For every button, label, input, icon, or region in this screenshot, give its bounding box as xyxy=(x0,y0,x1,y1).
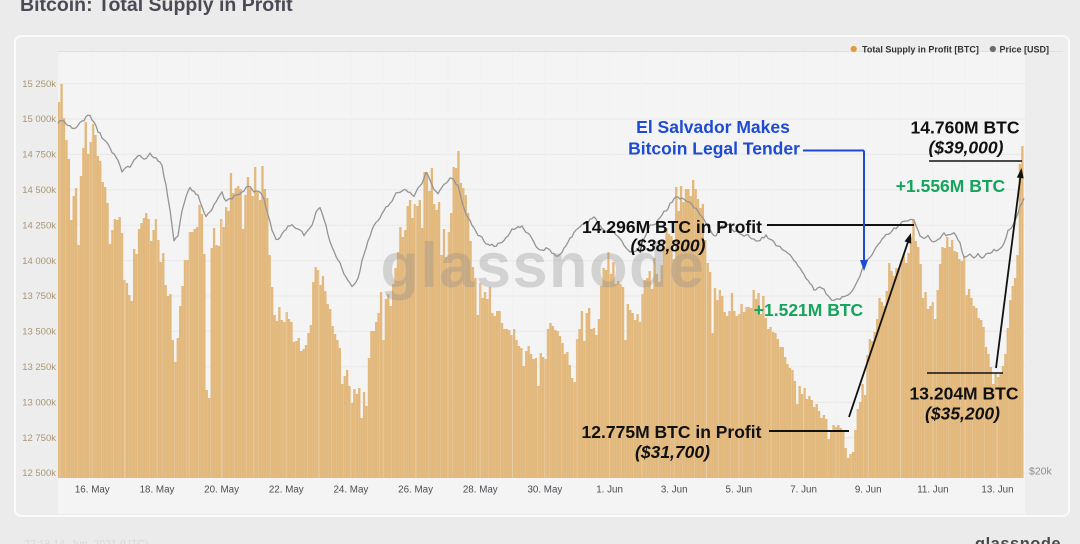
svg-text:14 750k: 14 750k xyxy=(22,150,56,161)
svg-text:12 750k: 12 750k xyxy=(22,433,56,444)
svg-text:El Salvador Makes: El Salvador Makes xyxy=(636,117,790,137)
svg-text:Bitcoin: Total Supply in Profi: Bitcoin: Total Supply in Profit xyxy=(20,0,293,16)
svg-text:($38,800): ($38,800) xyxy=(631,236,706,256)
svg-text:11. Jun: 11. Jun xyxy=(917,485,948,496)
svg-text:3. Jun: 3. Jun xyxy=(661,485,688,496)
svg-text:24. May: 24. May xyxy=(333,485,368,496)
svg-text:($35,200): ($35,200) xyxy=(925,404,1000,424)
svg-text:20. May: 20. May xyxy=(204,485,239,496)
svg-text:14.296M BTC in Profit: 14.296M BTC in Profit xyxy=(582,217,762,237)
svg-text:Price [USD]: Price [USD] xyxy=(1000,45,1050,55)
svg-text:13 000k: 13 000k xyxy=(22,397,56,408)
svg-text:14 500k: 14 500k xyxy=(22,185,56,196)
svg-text:14 000k: 14 000k xyxy=(22,256,56,267)
svg-text:13 750k: 13 750k xyxy=(22,291,56,302)
svg-text:22. May: 22. May xyxy=(269,485,304,496)
svg-text:18. May: 18. May xyxy=(140,485,175,496)
svg-text:13 250k: 13 250k xyxy=(22,362,56,373)
svg-text:+1.521M BTC: +1.521M BTC xyxy=(754,300,864,320)
svg-text:15 250k: 15 250k xyxy=(22,79,56,90)
svg-text:7. Jun: 7. Jun xyxy=(790,485,817,496)
svg-text:14.760M BTC: 14.760M BTC xyxy=(911,118,1020,138)
svg-text:($31,700): ($31,700) xyxy=(635,442,710,462)
svg-text:12 500k: 12 500k xyxy=(22,468,56,479)
svg-text:($39,000): ($39,000) xyxy=(929,138,1004,158)
svg-text:13. Jun: 13. Jun xyxy=(981,485,1013,496)
svg-text:26. May: 26. May xyxy=(398,485,433,496)
svg-text:28. May: 28. May xyxy=(463,485,498,496)
svg-text:16. May: 16. May xyxy=(75,485,110,496)
svg-text:Total Supply in Profit [BTC]: Total Supply in Profit [BTC] xyxy=(862,45,979,55)
svg-text:1. Jun: 1. Jun xyxy=(596,485,623,496)
svg-text:30. May: 30. May xyxy=(527,485,562,496)
svg-text:15 000k: 15 000k xyxy=(22,114,56,125)
svg-text:+1.556M BTC: +1.556M BTC xyxy=(896,176,1006,196)
svg-text:12.775M BTC in Profit: 12.775M BTC in Profit xyxy=(582,422,762,442)
svg-text:13 500k: 13 500k xyxy=(22,327,56,338)
svg-text:5. Jun: 5. Jun xyxy=(726,485,753,496)
svg-text:Bitcoin Legal Tender: Bitcoin Legal Tender xyxy=(628,139,800,159)
svg-text:13.204M BTC: 13.204M BTC xyxy=(910,384,1019,404)
svg-text:glassnode: glassnode xyxy=(975,535,1061,544)
svg-text:14 250k: 14 250k xyxy=(22,220,56,231)
svg-text:$20k: $20k xyxy=(1029,466,1053,478)
svg-text:glassnode: glassnode xyxy=(380,231,705,301)
svg-text:9. Jun: 9. Jun xyxy=(855,485,882,496)
svg-text:22:18 14. Jun, 2021 (UTC): 22:18 14. Jun, 2021 (UTC) xyxy=(24,538,148,544)
